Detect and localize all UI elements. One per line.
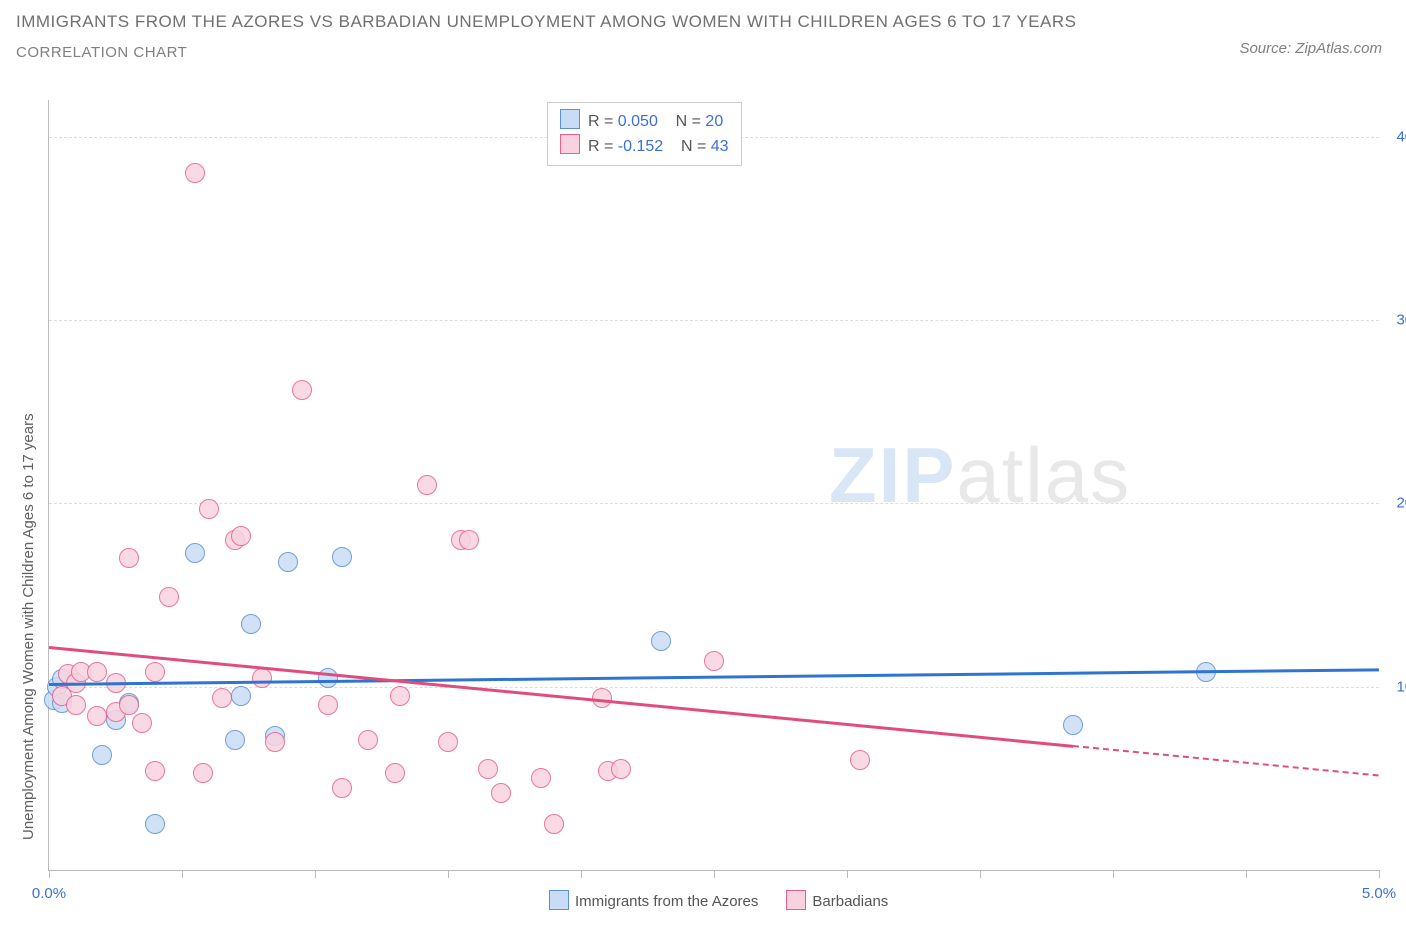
data-point xyxy=(278,552,298,572)
x-tick-label: 0.0% xyxy=(32,885,66,902)
data-point xyxy=(390,686,410,706)
data-point xyxy=(438,732,458,752)
data-point xyxy=(491,783,511,803)
statistics-row: R = -0.152 N = 43 xyxy=(560,134,729,159)
x-tick xyxy=(49,870,50,878)
data-point xyxy=(478,759,498,779)
data-point xyxy=(544,814,564,834)
legend-swatch xyxy=(560,134,580,154)
data-point xyxy=(704,651,724,671)
data-point xyxy=(212,688,232,708)
trend-line xyxy=(49,646,1073,747)
x-tick xyxy=(714,870,715,878)
gridline xyxy=(49,503,1379,504)
x-tick xyxy=(1379,870,1380,878)
data-point xyxy=(231,686,251,706)
gridline xyxy=(49,320,1379,321)
y-tick-label: 40.0% xyxy=(1396,128,1406,145)
data-point xyxy=(159,587,179,607)
data-point xyxy=(292,380,312,400)
legend-item: Barbadians xyxy=(786,893,888,910)
data-point xyxy=(193,763,213,783)
legend-swatch xyxy=(549,890,569,910)
y-tick-label: 10.0% xyxy=(1396,678,1406,695)
watermark-atlas: atlas xyxy=(956,431,1131,519)
data-point xyxy=(145,761,165,781)
data-point xyxy=(850,750,870,770)
data-point xyxy=(119,548,139,568)
legend-item: Immigrants from the Azores xyxy=(549,893,758,910)
statistics-row: R = 0.050 N = 20 xyxy=(560,109,729,134)
data-point xyxy=(332,778,352,798)
legend-swatch xyxy=(786,890,806,910)
statistics-legend: R = 0.050 N = 20R = -0.152 N = 43 xyxy=(547,102,742,166)
data-point xyxy=(87,706,107,726)
bottom-legend: Immigrants from the Azores Barbadians xyxy=(549,890,916,910)
x-tick-label: 5.0% xyxy=(1362,885,1396,902)
data-point xyxy=(332,547,352,567)
y-tick-label: 20.0% xyxy=(1396,495,1406,512)
y-tick-label: 30.0% xyxy=(1396,312,1406,329)
data-point xyxy=(611,759,631,779)
data-point xyxy=(132,713,152,733)
data-point xyxy=(225,730,245,750)
chart-subtitle: CORRELATION CHART xyxy=(16,44,187,61)
data-point xyxy=(531,768,551,788)
data-point xyxy=(241,614,261,634)
trend-line xyxy=(1073,745,1379,777)
data-point xyxy=(459,530,479,550)
data-point xyxy=(318,695,338,715)
data-point xyxy=(185,543,205,563)
data-point xyxy=(185,163,205,183)
data-point xyxy=(1063,715,1083,735)
x-tick xyxy=(1113,870,1114,878)
x-tick xyxy=(182,870,183,878)
legend-swatch xyxy=(560,109,580,129)
data-point xyxy=(87,662,107,682)
x-tick xyxy=(1246,870,1247,878)
x-tick xyxy=(448,870,449,878)
data-point xyxy=(592,688,612,708)
data-point xyxy=(119,695,139,715)
watermark-zip: ZIP xyxy=(829,431,956,519)
source-attribution: Source: ZipAtlas.com xyxy=(1239,40,1382,57)
data-point xyxy=(92,745,112,765)
data-point xyxy=(145,662,165,682)
chart-title: IMMIGRANTS FROM THE AZORES VS BARBADIAN … xyxy=(16,12,1077,32)
x-tick xyxy=(581,870,582,878)
data-point xyxy=(358,730,378,750)
data-point xyxy=(231,526,251,546)
data-point xyxy=(318,668,338,688)
x-tick xyxy=(847,870,848,878)
data-point xyxy=(66,695,86,715)
plot-area: ZIPatlas 10.0%20.0%30.0%40.0%0.0%5.0%R =… xyxy=(48,100,1379,871)
data-point xyxy=(252,668,272,688)
x-tick xyxy=(980,870,981,878)
data-point xyxy=(417,475,437,495)
data-point xyxy=(199,499,219,519)
chart-container: Unemployment Among Women with Children A… xyxy=(0,80,1406,930)
gridline xyxy=(49,687,1379,688)
data-point xyxy=(265,732,285,752)
y-axis-label: Unemployment Among Women with Children A… xyxy=(20,413,37,840)
data-point xyxy=(145,814,165,834)
data-point xyxy=(385,763,405,783)
data-point xyxy=(651,631,671,651)
watermark: ZIPatlas xyxy=(829,430,1131,521)
x-tick xyxy=(315,870,316,878)
